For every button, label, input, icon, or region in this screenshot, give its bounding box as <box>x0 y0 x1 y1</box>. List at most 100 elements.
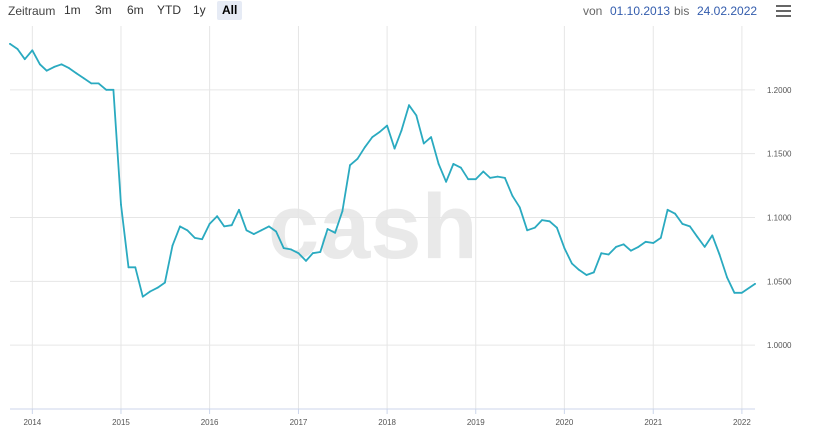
data-point <box>16 48 19 50</box>
data-point <box>452 163 455 165</box>
zoom-1m-button[interactable]: 1m <box>64 3 81 17</box>
data-point <box>659 237 662 239</box>
y-tick-label: 1.0500 <box>767 277 792 286</box>
range-to-input[interactable]: 24.02.2022 <box>697 4 758 18</box>
data-point <box>349 164 351 167</box>
data-point <box>674 212 676 215</box>
data-point <box>556 226 558 229</box>
data-point <box>600 252 603 255</box>
data-point <box>526 229 529 232</box>
data-point <box>230 224 233 227</box>
x-tick-label: 2022 <box>733 418 751 427</box>
hamburger-menu-icon[interactable] <box>776 5 791 17</box>
range-from-label: von <box>583 4 603 18</box>
data-point <box>326 228 329 230</box>
data-point <box>511 194 514 197</box>
data-point <box>541 219 543 222</box>
data-point <box>193 237 196 239</box>
data-point <box>311 252 314 255</box>
zoom-6m-button[interactable]: 6m <box>127 3 144 17</box>
data-point <box>445 180 447 183</box>
cash-watermark: cash <box>268 176 478 278</box>
data-point <box>134 266 137 269</box>
data-point <box>754 283 756 285</box>
zoom-all-button[interactable]: All <box>217 1 243 20</box>
data-point <box>474 178 477 181</box>
chart-series <box>9 43 756 298</box>
data-point <box>90 82 93 85</box>
data-point <box>216 215 219 218</box>
data-point <box>430 136 432 139</box>
data-point <box>45 69 48 72</box>
x-tick-label: 2020 <box>555 418 573 427</box>
range-from-input[interactable]: 01.10.2013 <box>610 4 671 18</box>
data-point <box>563 247 566 250</box>
data-point <box>703 246 706 248</box>
data-point <box>268 225 270 228</box>
range-selector-toolbar: Zeitraum 1m 3m 6m YTD 1y All von 01.10.2… <box>0 0 830 24</box>
data-point <box>275 230 277 233</box>
data-point <box>223 225 226 228</box>
chart-axes: 2014 2015 2016 2017 2018 2019 2020 2021 2022 1.00… <box>10 86 792 427</box>
zoom-1y-button[interactable]: 1y <box>193 3 206 17</box>
data-point <box>341 210 344 213</box>
data-point <box>733 291 736 294</box>
data-point <box>334 231 336 234</box>
data-point <box>630 249 632 252</box>
data-point <box>718 253 721 256</box>
data-point <box>319 251 322 253</box>
data-point <box>467 178 470 181</box>
data-point <box>681 223 684 225</box>
data-point <box>68 67 70 69</box>
data-point <box>400 129 403 132</box>
data-point <box>741 291 743 294</box>
data-point <box>171 244 174 247</box>
data-point <box>75 72 78 75</box>
data-point <box>666 208 669 211</box>
data-point <box>437 163 440 165</box>
zoom-ytd-button[interactable]: YTD <box>157 3 181 17</box>
data-point <box>201 238 204 241</box>
data-point <box>571 262 573 265</box>
data-point <box>578 268 580 271</box>
data-point <box>238 208 240 211</box>
data-point <box>422 142 425 145</box>
x-tick-label: 2019 <box>467 418 485 427</box>
data-point <box>297 252 300 255</box>
data-point <box>615 246 617 248</box>
data-point <box>164 281 166 284</box>
data-point <box>378 131 381 133</box>
x-tick-label: 2017 <box>290 418 308 427</box>
data-point <box>39 63 41 66</box>
data-point <box>282 247 285 250</box>
data-point <box>363 146 366 149</box>
x-tick-label: 2018 <box>378 418 396 427</box>
data-point <box>689 225 691 228</box>
data-point <box>518 206 521 209</box>
y-tick-label: 1.2000 <box>767 86 792 95</box>
data-point <box>356 157 359 160</box>
data-point <box>504 177 506 179</box>
data-point <box>371 136 374 139</box>
data-point <box>607 253 610 256</box>
data-point <box>97 82 100 85</box>
data-point <box>408 104 410 107</box>
x-tick-label: 2015 <box>112 418 130 427</box>
data-point <box>533 226 536 229</box>
data-point <box>393 147 396 150</box>
data-point <box>60 63 63 66</box>
x-tick-label: 2016 <box>201 418 219 427</box>
data-point <box>149 290 152 293</box>
zoom-3m-button[interactable]: 3m <box>95 3 112 17</box>
data-point <box>82 77 85 80</box>
data-point <box>127 266 130 269</box>
data-point <box>652 242 655 244</box>
data-point <box>186 229 189 232</box>
data-point <box>644 240 647 243</box>
data-point <box>252 233 255 236</box>
x-tick-label: 2014 <box>23 418 41 427</box>
data-point <box>592 271 595 274</box>
range-to-label: bis <box>674 4 690 18</box>
data-point <box>415 114 418 117</box>
data-point <box>290 248 292 251</box>
